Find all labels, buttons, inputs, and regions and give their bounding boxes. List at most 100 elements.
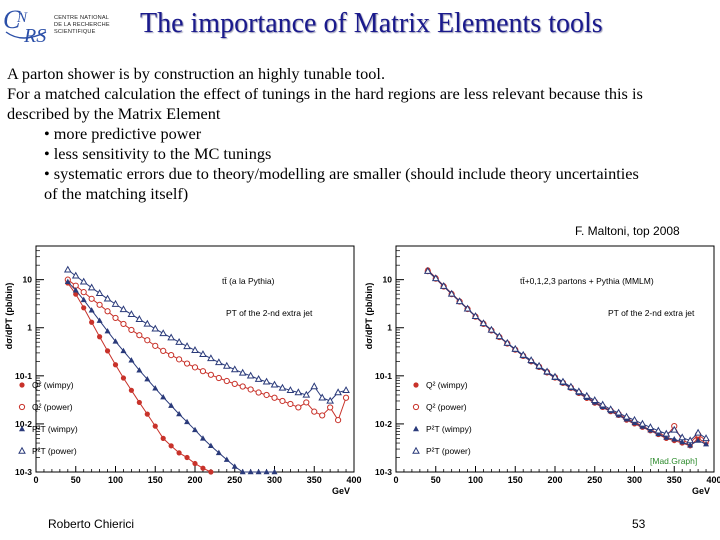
x-tick-label: 100	[468, 475, 483, 485]
data-point	[335, 417, 342, 424]
data-point	[271, 394, 278, 401]
data-point	[96, 317, 103, 323]
plot-annotation: PT of the 2-nd extra jet	[226, 308, 313, 318]
data-point	[215, 374, 222, 382]
legend-label: P²T (power)	[426, 446, 471, 456]
data-point	[87, 283, 96, 291]
data-point	[159, 329, 168, 337]
data-point	[183, 360, 191, 367]
logo-letters-rs: RS	[23, 25, 46, 46]
plot-pythia-svg: 0 50 100 150 200 250 300 350 400 10-3 10-2 10-1 1 10 G…	[4, 245, 362, 496]
data-point	[598, 400, 607, 408]
data-point	[679, 438, 686, 445]
y-tick-label: 10	[23, 275, 33, 285]
x-axis-label: GeV	[332, 486, 350, 496]
data-point	[678, 433, 687, 441]
x-tick-label: 100	[108, 475, 123, 485]
data-point	[567, 382, 575, 390]
series-0	[65, 280, 214, 475]
logo-letters-n: N	[16, 10, 28, 26]
series-line	[67, 269, 347, 402]
data-point	[168, 402, 175, 408]
data-point	[230, 365, 239, 373]
data-point	[575, 387, 583, 395]
x-tick-label: 300	[267, 475, 282, 485]
data-point	[136, 367, 143, 373]
logo-line: CENTRE NATIONAL	[54, 15, 110, 21]
data-point	[199, 368, 207, 375]
data-point	[80, 296, 87, 303]
logo-letters-cn: C	[3, 5, 21, 34]
figure-credit: F. Maltoni, top 2008	[575, 224, 680, 238]
y-tick-label: 1	[27, 323, 32, 333]
data-point	[18, 446, 26, 454]
data-point	[342, 386, 350, 394]
data-point	[120, 347, 127, 354]
series-2	[64, 278, 278, 475]
x-tick-label: 400	[346, 475, 361, 485]
legend-entry: P²T (wimpy)	[19, 424, 78, 434]
data-point	[295, 404, 302, 411]
data-point	[71, 271, 80, 279]
logo-text: CENTRE NATIONAL DE LA RECHERCHE SCIENTIF…	[54, 15, 114, 36]
data-point	[19, 382, 25, 388]
data-point	[183, 342, 191, 350]
x-tick-label: 200	[547, 475, 562, 485]
data-point	[670, 425, 679, 433]
y-axis-label: dσ/dPT (pb/bin)	[4, 283, 14, 350]
data-point	[223, 456, 230, 462]
data-point	[184, 418, 191, 425]
data-point	[207, 354, 215, 362]
data-point	[311, 408, 318, 415]
series-line	[427, 270, 707, 446]
series-line	[427, 269, 707, 447]
bullet-continuation: of the matching itself)	[44, 184, 189, 203]
data-point	[447, 289, 456, 297]
plot-annotation: PT of the 2-nd extra jet	[608, 308, 695, 318]
x-tick-label: 400	[706, 475, 720, 485]
bullet-item: • systematic errors due to theory/modell…	[44, 164, 639, 183]
data-point	[255, 389, 262, 396]
data-point	[606, 405, 615, 413]
y-tick-label: 10-3	[375, 467, 392, 477]
series-3	[423, 266, 710, 444]
legend-entry: Q² (power)	[18, 402, 73, 412]
data-point	[582, 391, 591, 399]
data-point	[19, 425, 25, 432]
x-tick-label: 200	[187, 475, 202, 485]
data-point	[439, 282, 448, 289]
data-point	[342, 394, 350, 401]
data-point	[223, 377, 230, 385]
data-point	[207, 371, 214, 378]
data-point	[88, 307, 95, 313]
data-point	[551, 372, 559, 380]
legend-label: Q² (wimpy)	[426, 380, 468, 390]
data-point	[535, 361, 543, 369]
data-point	[334, 388, 342, 396]
data-point	[412, 403, 420, 411]
data-point	[638, 419, 647, 427]
data-point	[184, 454, 190, 461]
data-point	[231, 463, 238, 469]
data-point	[199, 350, 207, 358]
data-point	[302, 390, 311, 398]
data-point	[151, 324, 160, 332]
data-point	[128, 387, 134, 393]
data-point	[278, 383, 287, 391]
data-point	[136, 399, 142, 406]
legend-label: Q² (power)	[426, 402, 467, 412]
data-point	[254, 374, 263, 382]
body-line: A parton shower is by construction an hi…	[7, 64, 386, 83]
data-point	[176, 356, 183, 363]
y-tick-label: 10-3	[15, 467, 32, 477]
data-point	[192, 426, 198, 433]
x-tick-label: 350	[307, 475, 322, 485]
data-point	[263, 391, 270, 399]
legend-label: Q² (wimpy)	[32, 380, 74, 390]
data-point	[175, 337, 183, 345]
x-tick-label: 0	[393, 475, 398, 485]
data-point	[413, 425, 419, 432]
logo-line: DE LA RECHERCHE	[54, 22, 110, 28]
data-point	[89, 319, 95, 325]
data-point	[646, 423, 655, 431]
